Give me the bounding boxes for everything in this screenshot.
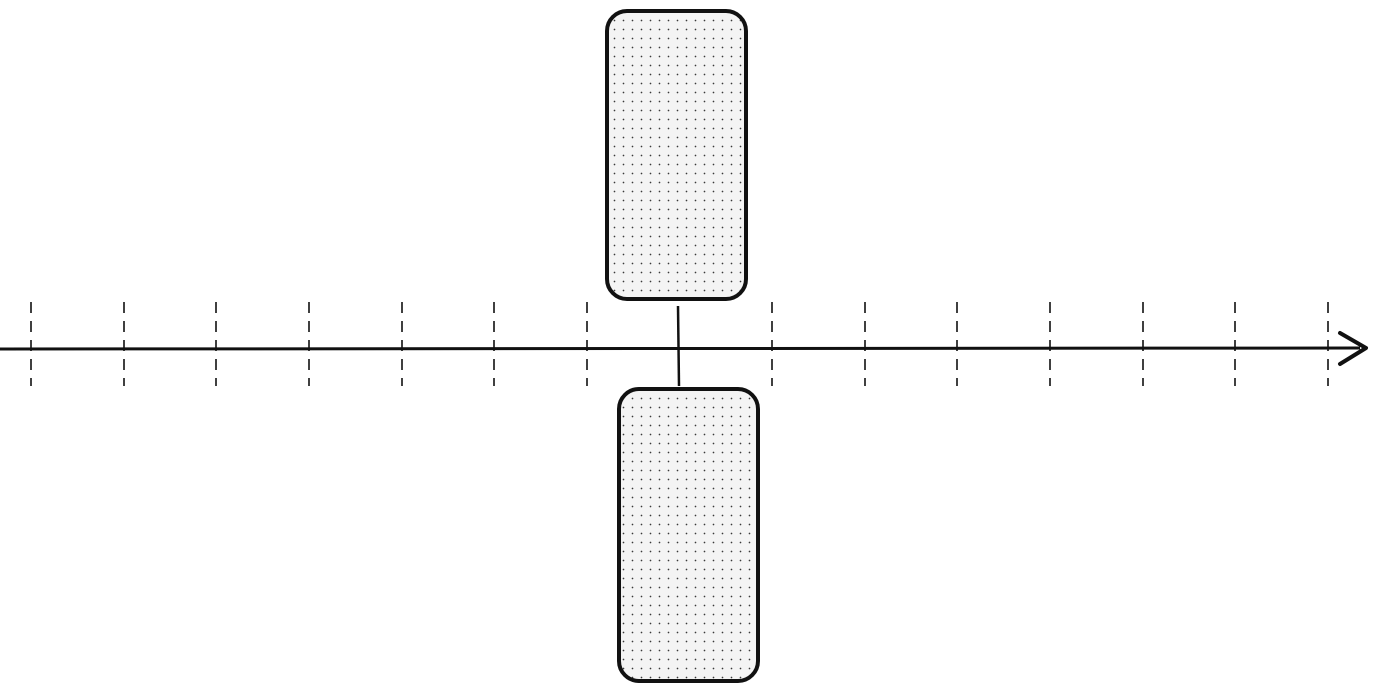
axis-arrowhead-icon — [1338, 331, 1368, 366]
axis-line — [0, 346, 1361, 351]
lower-block — [617, 387, 760, 683]
highlighted-tick — [676, 305, 681, 387]
upper-block — [605, 9, 748, 301]
tick-marks — [30, 302, 1329, 386]
